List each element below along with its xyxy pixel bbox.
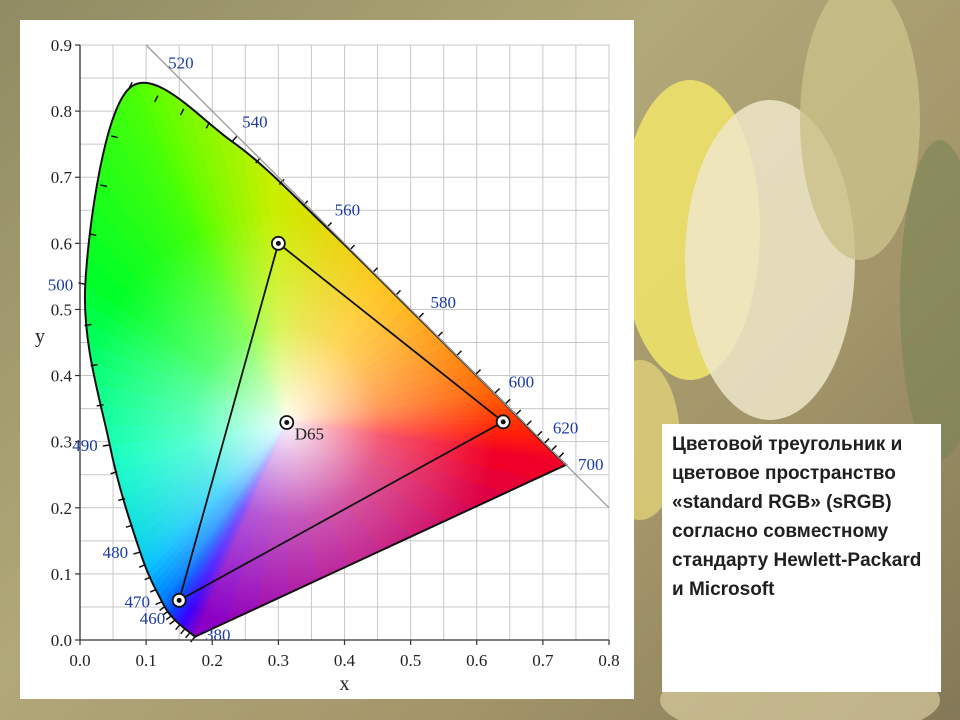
locus-tick [550, 445, 557, 452]
locus-tick [149, 588, 157, 593]
locus-tick [558, 452, 565, 459]
locus-tick [494, 387, 501, 394]
primary-marker-dot-g [275, 240, 281, 246]
y-tick-labels: 0.0 0.1 0.2 0.3 0.4 0.5 0.6 0.7 0.8 0.9 [51, 36, 80, 650]
wavelength-label-380: 380 [205, 626, 231, 645]
wavelength-label-620: 620 [553, 418, 579, 437]
wavelength-label-470: 470 [124, 593, 150, 612]
caption-box: Цветовой треугольник и цветовое простран… [662, 424, 941, 692]
x-tick-label: 0.1 [136, 651, 157, 670]
wavelength-label-460: 460 [140, 609, 166, 628]
y-tick-label: 0.3 [51, 433, 72, 452]
locus-tick [185, 632, 191, 639]
locus-tick [96, 404, 104, 407]
locus-tick [418, 312, 425, 319]
y-tick-label: 0.2 [51, 499, 72, 518]
locus-tick [169, 619, 176, 625]
chromaticity-chart-panel: D65 380 460 470 480 490 500 520 540 560 580 600 620 7… [20, 20, 634, 699]
primary-marker-dot-r [500, 419, 506, 425]
primary-marker-dot-b [176, 597, 182, 603]
y-axis-title: y [35, 326, 45, 348]
x-tick-label: 0.4 [334, 651, 356, 670]
white-point-marker-dot [284, 419, 290, 425]
locus-tick [475, 369, 482, 376]
locus-tick [525, 420, 532, 427]
locus-tick [111, 135, 119, 139]
y-tick-label: 0.5 [51, 300, 72, 319]
x-tick-label: 0.2 [202, 651, 223, 670]
y-tick-label: 0.8 [51, 102, 72, 121]
locus-tick [179, 108, 185, 116]
wavelength-label-490: 490 [72, 436, 98, 455]
wavelength-label-580: 580 [431, 293, 457, 312]
x-tick-label: 0.7 [532, 651, 554, 670]
caption-text: Цветовой треугольник и цветовое простран… [672, 434, 922, 600]
wavelength-label-600: 600 [509, 372, 535, 391]
y-tick-label: 0.7 [51, 168, 73, 187]
locus-tick [437, 331, 444, 338]
locus-tick [536, 430, 543, 437]
locus-tick [84, 323, 92, 327]
locus-tick [128, 82, 133, 89]
locus-tick [110, 471, 118, 475]
x-axis-title: x [340, 673, 350, 695]
wavelength-label-500: 500 [48, 275, 74, 294]
locus-tick [118, 497, 126, 502]
x-tick-label: 0.6 [466, 651, 487, 670]
x-tick-label: 0.5 [400, 651, 421, 670]
locus-tick [162, 610, 170, 616]
locus-tick [231, 135, 238, 143]
x-tick-label: 0.8 [598, 651, 619, 670]
locus-tick [102, 444, 110, 447]
locus-tick [155, 600, 163, 606]
x-plus-y-equals-one-line [145, 44, 610, 509]
locus-tick [278, 178, 285, 185]
wavelength-label-520: 520 [168, 54, 194, 73]
locus-tick [456, 350, 463, 357]
y-tick-label: 0.0 [51, 631, 72, 650]
locus-tick [504, 398, 511, 405]
locus-tick [515, 409, 522, 416]
locus-tick [543, 437, 550, 445]
locus-tick [133, 551, 141, 555]
locus-tick [159, 605, 166, 611]
locus-tick [175, 623, 181, 631]
wavelength-label-560: 560 [335, 200, 361, 219]
y-tick-label: 0.9 [51, 36, 72, 55]
x-tick-label: 0.3 [268, 651, 289, 670]
locus-tick [100, 184, 108, 188]
x-tick-labels: 0.0 0.1 0.2 0.3 0.4 0.5 0.6 0.7 0.8 [69, 640, 620, 670]
locus-tick [180, 627, 186, 635]
locus-tick [165, 614, 173, 621]
white-point-label: D65 [295, 424, 324, 443]
wavelength-label-480: 480 [103, 543, 129, 562]
wavelength-label-540: 540 [242, 113, 268, 132]
y-tick-label: 0.1 [51, 565, 72, 584]
locus-tick [125, 524, 133, 528]
locus-tick [89, 233, 97, 237]
locus-tick [154, 95, 159, 103]
x-tick-label: 0.0 [69, 651, 90, 670]
locus-tick [138, 563, 146, 568]
locus-tick [205, 121, 211, 129]
srgb-triangle [177, 241, 505, 603]
locus-tick [90, 363, 98, 367]
y-tick-label: 0.6 [51, 234, 72, 253]
wavelength-label-700: 700 [578, 455, 604, 474]
locus-tick [144, 576, 152, 581]
y-tick-label: 0.4 [51, 367, 73, 386]
